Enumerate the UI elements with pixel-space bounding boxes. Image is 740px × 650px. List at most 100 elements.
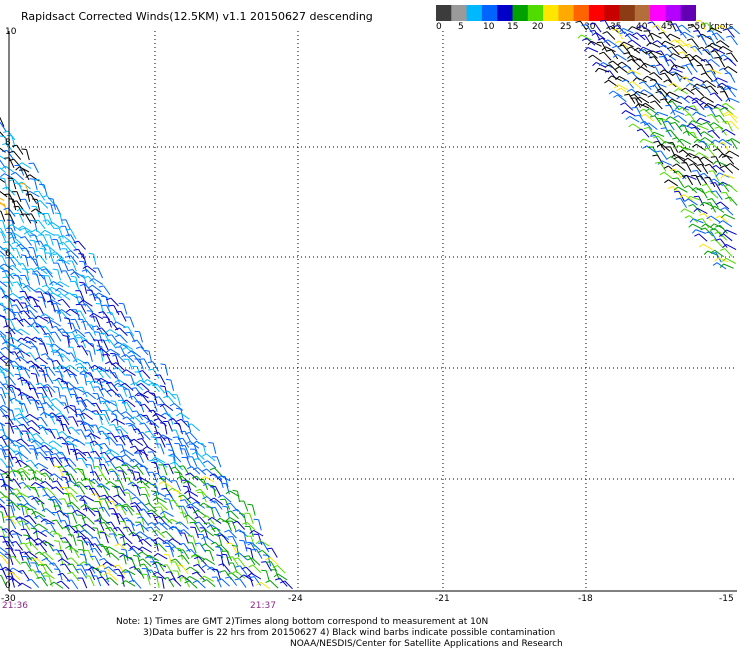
wind-barb-flag [28,569,34,572]
wind-barb-flag [7,344,13,348]
wind-barb [67,387,73,399]
wind-barb-flag [168,538,173,543]
wind-barb [60,554,64,566]
wind-barb [59,281,70,288]
wind-barb [703,156,714,164]
wind-barb-flag [647,21,653,24]
wind-barb-flag [2,276,8,279]
wind-barb-flag [115,504,121,507]
wind-barb-flag [668,82,674,87]
wind-barb [144,486,151,498]
wind-barb-flag [35,200,41,203]
wind-barb-flag [639,138,644,143]
wind-barb-flag [670,39,676,43]
wind-barb [20,337,32,344]
wind-barb-flag [623,52,629,55]
wind-barb [143,563,152,574]
wind-barb [0,422,6,427]
wind-barb-flag [9,351,15,354]
wind-barb-flag [26,426,32,431]
wind-barb-flag [691,54,697,59]
wind-barb [128,389,133,400]
wind-barb [724,91,731,102]
wind-barb-flag [638,81,644,85]
wind-barb [21,162,32,169]
lon-label-minus18: -18 [578,594,593,604]
wind-barb-flag [630,97,636,99]
wind-barb-flag [707,42,713,47]
wind-barb [670,129,678,139]
wind-barb [209,550,215,562]
colorbar-tick-label: 20 [532,22,544,32]
wind-barb-flag [624,33,630,37]
wind-barb-flag [143,390,149,395]
wind-barb [72,534,77,546]
wind-barb-flag [41,195,47,198]
wind-barb-flag [621,79,627,83]
wind-barb-flag [685,153,690,158]
wind-barb-flag [666,46,672,50]
wind-barb [44,481,54,489]
wind-barb [38,190,46,201]
wind-barb-flag [639,89,645,94]
wind-barb-flag [79,281,85,284]
wind-barb [176,394,181,406]
wind-barb [199,542,207,553]
wind-barb [237,557,246,567]
wind-barb-flag [17,181,23,186]
wind-barb-flag [715,201,721,205]
wind-barb [619,66,629,74]
wind-barb [109,369,117,379]
wind-barb [25,255,29,267]
wind-barb-flag [3,325,9,328]
wind-barb-flag [1,495,7,499]
wind-barb-flag [98,311,104,314]
wind-barb [594,22,602,33]
wind-barb-flag [33,530,38,535]
wind-barb [676,72,686,80]
wind-barb [109,452,119,461]
wind-barb [714,48,726,55]
wind-barb [221,534,230,544]
wind-barb [19,166,30,173]
wind-barb [35,510,46,518]
wind-barb-flag [45,428,51,431]
wind-barb [75,438,86,446]
wind-barb-flag [0,173,5,178]
wind-barb [101,530,111,538]
wind-barb [8,358,15,369]
wind-barb [49,414,56,425]
wind-barb-flag [120,449,125,454]
wind-barb-flag [160,363,166,366]
wind-barb-flag [104,339,110,342]
wind-barb-flag [265,557,271,561]
wind-barb-flag [217,494,223,499]
wind-barb [22,570,30,580]
wind-barb [714,249,724,258]
wind-barb-flag [32,273,38,275]
wind-barb-flag [19,368,25,370]
wind-barb-flag [176,412,181,417]
wind-barb-flag [35,240,41,243]
wind-barb-flag [144,502,150,506]
wind-barb-flag [710,249,715,254]
wind-barb [205,543,215,552]
wind-barb-flag [123,477,129,480]
wind-barb-flag [172,436,178,438]
wind-barb-flag [5,518,11,521]
wind-barb-flag [21,247,27,250]
wind-barb-flag [201,536,206,540]
wind-barb-flag [693,139,699,144]
wind-barb [181,574,191,583]
wind-barb-flag [89,555,96,558]
wind-barb-flag [8,158,14,162]
wind-barb-flag [710,139,716,144]
wind-barb-flag [10,417,16,421]
wind-barb [714,182,722,193]
wind-barb-flag [97,430,103,433]
wind-barb [21,376,31,386]
wind-barb-flag [64,464,70,468]
wind-barb-flag [57,298,63,302]
wind-barb-flag [679,194,684,199]
wind-barb-flag [706,70,712,73]
